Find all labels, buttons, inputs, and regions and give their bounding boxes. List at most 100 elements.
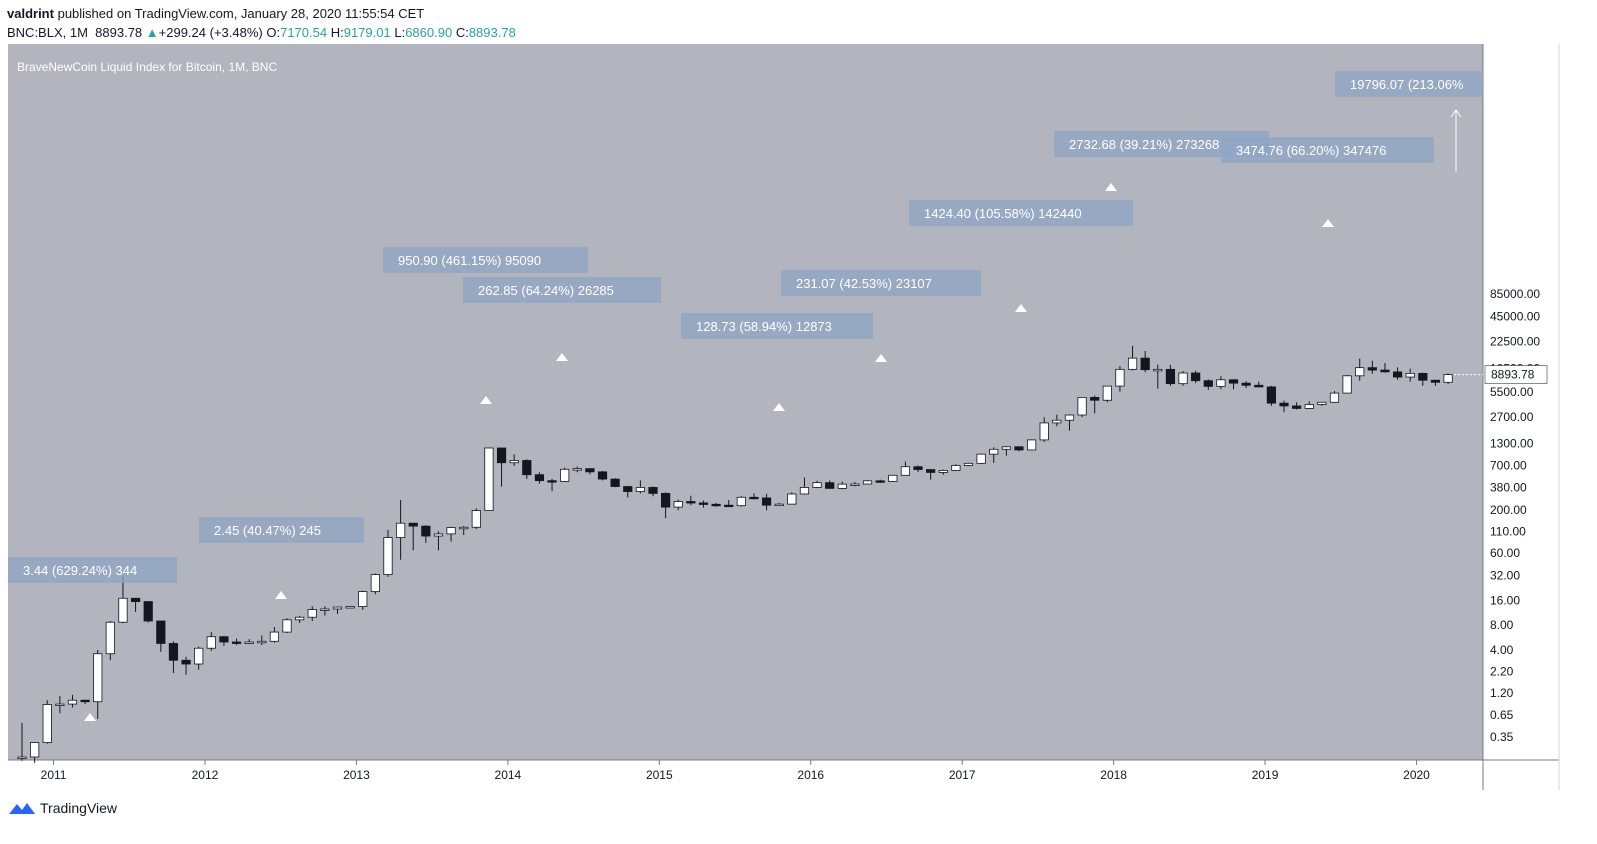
candle [648, 486, 658, 497]
candle [736, 496, 746, 507]
candle [206, 632, 216, 651]
y-tick-label: 8.00 [1490, 618, 1514, 632]
candle [711, 502, 721, 507]
candle [862, 480, 873, 485]
signal-triangle-icon [275, 591, 287, 599]
price-axis-area[interactable] [1483, 44, 1559, 760]
candle [105, 620, 115, 661]
candle [825, 480, 835, 489]
candle [1027, 439, 1037, 451]
measure-box[interactable]: 19796.07 (213.06% [1335, 71, 1483, 97]
measure-box[interactable]: 231.07 (42.53%) 23107 [781, 270, 981, 296]
measure-box[interactable]: 1424.40 (105.58%) 142440 [909, 200, 1133, 226]
candle [194, 646, 204, 670]
plot-area[interactable] [8, 44, 1483, 760]
tradingview-brand[interactable]: TradingView [8, 800, 117, 816]
candle [963, 462, 974, 466]
x-tick-label: 2015 [646, 768, 673, 782]
candle [332, 606, 343, 614]
y-tick-label: 0.65 [1490, 708, 1514, 722]
measure-box-label: 2.45 (40.47%) 245 [214, 523, 321, 538]
candle [1140, 351, 1150, 373]
candle [1153, 364, 1163, 389]
x-tick-label: 2017 [949, 768, 976, 782]
candle [408, 522, 418, 551]
candle [358, 590, 368, 610]
measure-box-label: 128.73 (58.94%) 12873 [696, 319, 832, 334]
signal-triangle-icon [1322, 219, 1334, 227]
time-axis-area[interactable] [8, 760, 1559, 790]
candle [55, 696, 65, 714]
candle [1241, 381, 1251, 389]
candle [875, 479, 885, 483]
published-text: published on TradingView.com, January 28… [57, 6, 425, 21]
projection-arrow-icon [1450, 109, 1462, 172]
open-label: O: [266, 25, 281, 40]
measure-box[interactable]: 3.44 (629.24%) 344 [8, 557, 177, 583]
y-tick-label: 380.00 [1490, 480, 1527, 494]
candle [383, 529, 393, 577]
measure-box[interactable]: 950.90 (461.15%) 95090 [383, 247, 588, 273]
high-value: 9179.01 [343, 25, 391, 40]
candle [231, 638, 242, 645]
candle [938, 469, 948, 475]
measure-box-label: 231.07 (42.53%) 23107 [796, 276, 932, 291]
candle [1102, 385, 1112, 403]
candle [787, 492, 797, 505]
y-tick-label: 200.00 [1490, 503, 1527, 517]
candle [1216, 376, 1226, 390]
signal-triangle-icon [84, 713, 96, 721]
measure-box[interactable]: 2.45 (40.47%) 245 [199, 517, 364, 543]
candle [269, 627, 280, 643]
candle [1405, 368, 1415, 382]
x-tick-label: 2016 [797, 768, 824, 782]
candle [1443, 373, 1453, 384]
measure-box[interactable]: 3474.76 (66.20%) 347476 [1221, 137, 1434, 163]
x-tick-label: 2018 [1100, 768, 1127, 782]
y-tick-label: 1300.00 [1490, 436, 1534, 450]
candle [951, 464, 961, 471]
candle [547, 478, 557, 492]
publish-line: valdrint published on TradingView.com, J… [7, 6, 424, 21]
measure-box[interactable]: 2732.68 (39.21%) 273268 [1054, 131, 1269, 157]
annotations-layer: 3.44 (629.24%) 344 2.45 (40.47%) 245 950.9… [8, 71, 1483, 721]
candle [395, 500, 406, 560]
candle [1064, 414, 1075, 431]
candle [673, 499, 683, 511]
measure-box[interactable]: 262.85 (64.24%) 26285 [463, 277, 661, 303]
measure-box[interactable]: 128.73 (58.94%) 12873 [681, 313, 873, 339]
candle [1279, 400, 1289, 413]
candle [1090, 395, 1100, 414]
candle [80, 699, 90, 705]
candle [585, 468, 595, 475]
candle [761, 493, 772, 511]
candle [698, 500, 709, 508]
candle [496, 447, 507, 487]
candle [1052, 414, 1062, 427]
candle [433, 531, 444, 551]
candle [1254, 381, 1264, 388]
candles-layer [17, 345, 1453, 763]
candle [1127, 345, 1138, 371]
candle [509, 454, 519, 466]
candle [623, 485, 633, 498]
candle [1039, 417, 1049, 442]
last-price: 8893.78 [95, 25, 143, 40]
candle [1367, 360, 1377, 374]
candle [93, 649, 103, 719]
candle [1165, 364, 1176, 386]
measure-box-label: 3474.76 (66.20%) 347476 [1236, 143, 1386, 158]
candle [1292, 402, 1302, 410]
candle [421, 525, 431, 543]
candle [661, 492, 671, 519]
candle [1228, 379, 1239, 390]
candle [749, 493, 759, 500]
chart-title: BraveNewCoin Liquid Index for Bitcoin, 1… [17, 60, 277, 74]
candle [67, 694, 78, 708]
publisher-name[interactable]: valdrint [7, 6, 54, 21]
candle [635, 480, 645, 494]
y-tick-label: 110.00 [1490, 525, 1526, 539]
candle [1077, 396, 1087, 418]
candle [1392, 367, 1403, 380]
